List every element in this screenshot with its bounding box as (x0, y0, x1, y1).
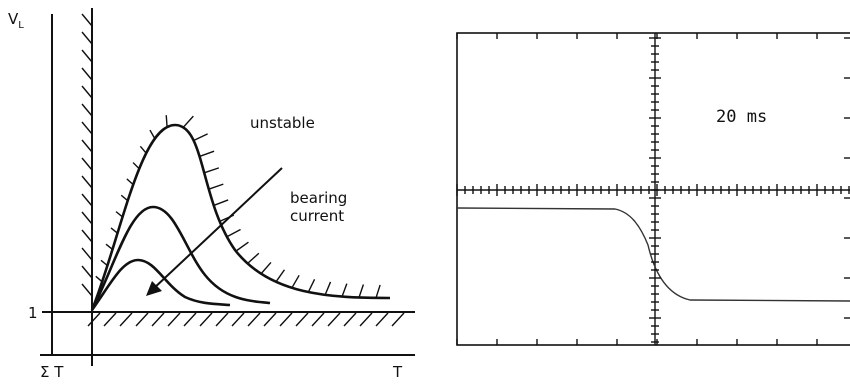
hatch (209, 184, 224, 189)
hatch (232, 313, 244, 326)
screen-frame (457, 33, 850, 345)
hatch (359, 285, 363, 298)
hatch (308, 279, 314, 292)
annotation: current (290, 207, 344, 225)
hatch (136, 313, 148, 326)
timebase-label: 20 ms (716, 107, 767, 127)
hatch (376, 285, 380, 298)
hatch (111, 228, 118, 233)
hatch (214, 200, 228, 205)
hatch (168, 313, 180, 326)
hatch (120, 313, 132, 326)
stability-diagram: VL 1 Σ T T unstable bearing current (8, 8, 415, 381)
hatch (82, 248, 92, 260)
hatch (82, 14, 92, 26)
y-axis-label: VL (8, 10, 24, 31)
hatch (194, 134, 208, 141)
hatch (360, 313, 372, 326)
hatch (82, 266, 92, 278)
hatch (82, 176, 92, 188)
annotation: bearing (290, 189, 347, 207)
hatch (344, 313, 356, 326)
hatch (166, 115, 167, 127)
level-label: 1 (28, 304, 38, 322)
hatch (82, 284, 92, 296)
hatch (82, 86, 92, 98)
hatch (140, 146, 146, 153)
hatch (248, 253, 259, 263)
hatch (82, 140, 92, 152)
hatch (392, 313, 404, 326)
hatch (82, 158, 92, 170)
hatch (328, 313, 340, 326)
hatch (216, 313, 228, 326)
hatch (116, 212, 122, 217)
figure: VL 1 Σ T T unstable bearing current 20 m… (0, 0, 850, 388)
hatch (106, 244, 113, 249)
hatch (376, 313, 388, 326)
hatch (96, 276, 102, 281)
hatch (276, 270, 284, 282)
hatch (200, 313, 212, 326)
hatch (296, 313, 308, 326)
x-axis-label: T (392, 363, 403, 381)
hatch (342, 284, 347, 297)
hatch (236, 242, 249, 251)
hatch (204, 168, 219, 173)
hatch (292, 275, 299, 288)
hatch (82, 32, 92, 44)
hatch (264, 313, 276, 326)
hatch (325, 282, 330, 295)
hatch (184, 313, 196, 326)
hatch (82, 212, 92, 224)
hatch (82, 68, 92, 80)
hatch (88, 313, 100, 326)
hatch (82, 194, 92, 206)
hatch (82, 230, 92, 242)
hatch (248, 313, 260, 326)
hatch (127, 179, 133, 185)
hatch (133, 163, 139, 169)
hatch (121, 195, 127, 200)
inner-curve (92, 260, 230, 310)
hatch (104, 313, 116, 326)
hatch (261, 262, 271, 273)
x-origin-label: Σ T (40, 363, 64, 381)
hatch (101, 260, 107, 265)
hatch (82, 50, 92, 62)
annotation: unstable (250, 114, 315, 132)
hatch (150, 130, 155, 139)
hatch (227, 229, 241, 236)
hatch (82, 104, 92, 116)
hatch (280, 313, 292, 326)
hatch (82, 122, 92, 134)
hatch (200, 151, 215, 156)
hatch (152, 313, 164, 326)
hatch (312, 313, 324, 326)
oscilloscope: 20 ms (457, 33, 850, 345)
hatch (183, 116, 193, 127)
